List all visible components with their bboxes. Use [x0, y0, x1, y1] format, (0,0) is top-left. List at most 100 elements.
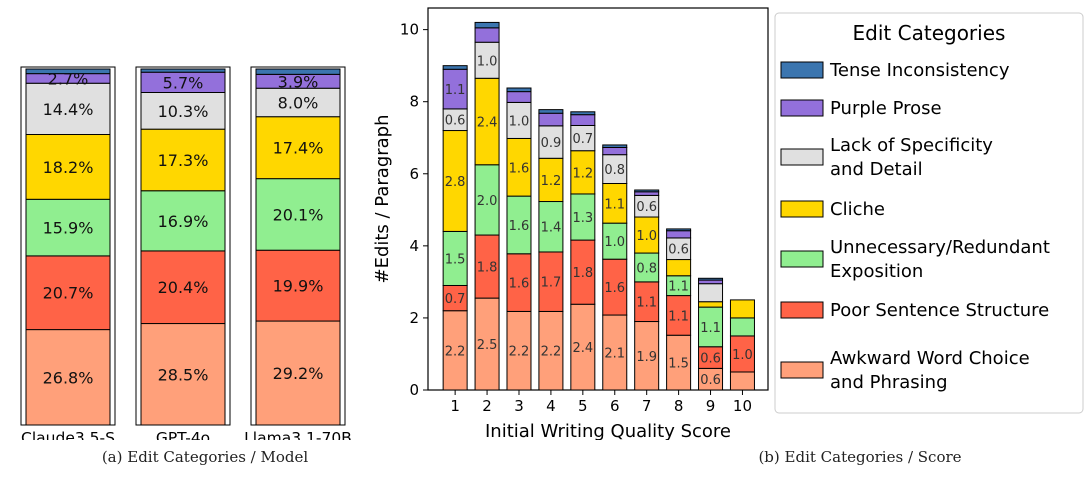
bar-segment: [140, 68, 226, 73]
caption-b: (b) Edit Categories / Score: [758, 448, 962, 466]
bar-segment: [698, 279, 724, 285]
legend-label: Awkward Word Choice and Phrasing: [830, 348, 1030, 393]
bar-segment: [666, 259, 692, 277]
data-label: 28.5%: [158, 365, 209, 384]
bar-segment: [570, 114, 596, 126]
data-label: 5.7%: [163, 73, 204, 92]
data-label: 2.8: [445, 175, 466, 190]
bar-segment: [634, 281, 660, 323]
x-tick-label: Llama3.1-70B: [244, 429, 352, 440]
bar-segment: [602, 314, 628, 391]
bar-segment: [442, 68, 468, 110]
legend-swatch: [780, 250, 824, 268]
bar-segment: [474, 21, 500, 29]
bar-segment: [25, 82, 111, 136]
y-tick-label: 0: [409, 381, 419, 399]
data-label: 10.3%: [158, 102, 209, 121]
data-label: 2.2: [509, 345, 530, 360]
y-tick-label: 2: [409, 309, 419, 327]
data-label: 1.1: [636, 296, 657, 311]
bar-segment: [474, 164, 500, 236]
data-label: 1.2: [572, 166, 593, 181]
legend-title: Edit Categories: [853, 21, 1006, 45]
data-label: 1.0: [477, 54, 498, 69]
bar-segment: [729, 371, 755, 391]
data-label: 2.5: [477, 338, 498, 353]
data-label: 2.4: [572, 341, 593, 356]
bar-segment: [538, 112, 564, 127]
bar-segment: [255, 178, 341, 251]
figure: 26.8% 20.7% 15.9% 18.2% 14.4% 2.7% Claude3.5-S…: [20, 7, 1084, 440]
data-label: 1.7: [541, 276, 562, 291]
bar-segment: [698, 283, 724, 303]
data-label: 20.1%: [273, 205, 324, 224]
bar-segment: [698, 301, 724, 308]
data-label: 26.8%: [43, 368, 94, 387]
data-label: 1.2: [541, 174, 562, 189]
bar-segment: [255, 320, 341, 426]
x-tick-label: 9: [706, 397, 716, 415]
x-tick-label: 8: [674, 397, 684, 415]
data-label: 1.5: [445, 252, 466, 267]
legend-swatch: [780, 61, 824, 79]
data-label: 1.4: [541, 221, 562, 236]
data-label: 1.3: [572, 211, 593, 226]
data-label: 1.6: [509, 161, 530, 176]
data-label: 2.7%: [48, 69, 89, 88]
bar-segment: [442, 284, 468, 312]
bar-segment: [506, 87, 532, 93]
legend-label: Tense Inconsistency: [829, 60, 1010, 81]
data-label: 8.0%: [278, 93, 319, 112]
bar-segment: [666, 228, 692, 232]
legend-swatch: [780, 148, 824, 166]
y-axis-label: #Edits / Paragraph: [372, 114, 393, 283]
bar-segment: [538, 109, 564, 114]
bar-segment: [602, 258, 628, 316]
bar-segment: [140, 190, 226, 252]
bar-segment: [255, 68, 341, 75]
y-tick-label: 6: [409, 165, 419, 183]
bar-segment: [255, 249, 341, 322]
x-tick-label: GPT-4o: [156, 429, 210, 440]
data-label: 18.2%: [43, 158, 94, 177]
x-axis-label: Initial Writing Quality Score: [485, 421, 731, 440]
data-label: 2.2: [541, 345, 562, 360]
bar-segment: [634, 189, 660, 193]
x-tick-label: 2: [482, 397, 492, 415]
data-label: 1.1: [604, 197, 625, 212]
bar-segment: [442, 130, 468, 232]
bar-segment: [25, 255, 111, 331]
data-label: 1.6: [509, 277, 530, 292]
data-label: 1.5: [668, 357, 689, 372]
legend-label: Poor Sentence Structure: [830, 300, 1049, 321]
bar-segment: [729, 299, 755, 319]
data-label: 16.9%: [158, 212, 209, 231]
data-label: 17.3%: [158, 151, 209, 170]
legend-swatch: [780, 361, 824, 379]
y-tick-label: 10: [400, 21, 419, 39]
bar-segment: [570, 193, 596, 241]
bar-segment: [634, 191, 660, 196]
legend-label: Cliche: [830, 199, 885, 220]
x-tick-label: 5: [578, 397, 588, 415]
bar-segment: [25, 134, 111, 200]
data-label: 1.1: [668, 309, 689, 324]
data-label: 0.6: [700, 352, 721, 367]
legend-box: [774, 12, 1084, 414]
data-label: 0.6: [700, 373, 721, 388]
data-label: 1.0: [636, 229, 657, 244]
x-tick-label: 10: [733, 397, 752, 415]
x-tick-label: 1: [450, 397, 460, 415]
bar-segment: [140, 128, 226, 192]
data-label: 0.6: [668, 243, 689, 258]
data-label: 1.0: [509, 114, 530, 129]
bar-segment: [538, 251, 564, 312]
data-label: 14.4%: [43, 100, 94, 119]
y-tick-label: 8: [409, 93, 419, 111]
data-label: 1.1: [445, 83, 466, 98]
legend-label: Lack of Specificity and Detail: [830, 135, 993, 180]
bar-segment: [442, 65, 468, 70]
data-label: 1.6: [509, 219, 530, 234]
data-label: 17.4%: [273, 139, 324, 158]
bar-segment: [570, 124, 596, 152]
